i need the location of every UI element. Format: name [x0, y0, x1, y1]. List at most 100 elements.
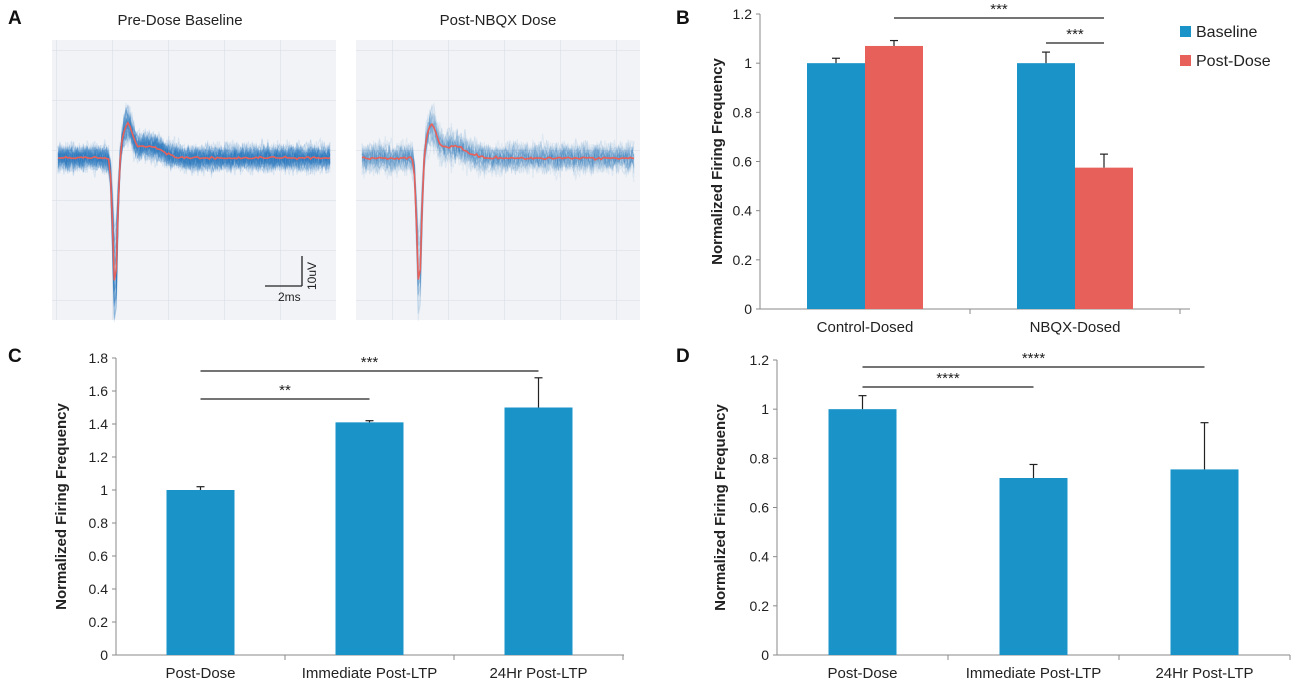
waveform-trace	[57, 120, 331, 262]
waveform-left-title: Pre-Dose Baseline	[117, 12, 242, 29]
significance-label: ***	[361, 354, 379, 371]
waveform-trace	[57, 109, 331, 291]
waveform-trace	[57, 117, 331, 254]
waveform-trace	[361, 115, 635, 261]
waveform-trace	[57, 128, 331, 279]
y-tick-label: 0	[100, 647, 108, 663]
waveform-trace	[57, 120, 331, 290]
bar	[807, 63, 865, 309]
chart-panel-b: 0 0.2 0.4 0.6 0.8 1 1.2 Normalized Firing Frequ…	[709, 1, 1271, 336]
y-tick-label: 0.4	[733, 203, 753, 219]
waveform-trace	[57, 130, 331, 250]
significance-label: ***	[990, 1, 1008, 18]
waveform-right-mean-trace	[361, 122, 635, 280]
waveform-trace	[57, 122, 331, 278]
significance-label: **	[279, 382, 291, 399]
waveform-trace	[57, 123, 331, 279]
waveform-trace	[57, 125, 331, 264]
waveform-trace	[57, 105, 331, 323]
y-tick-label: 0.4	[89, 581, 109, 597]
waveform-trace	[361, 121, 635, 265]
scale-bar-x-label: 2ms	[278, 290, 301, 304]
y-tick-label: 0.8	[750, 450, 770, 466]
waveform-trace	[361, 120, 635, 290]
y-tick-label: 0.8	[89, 515, 109, 531]
waveform-trace	[57, 117, 331, 291]
waveform-trace	[57, 112, 331, 292]
waveform-trace	[57, 113, 331, 286]
panel-letter-c: C	[8, 346, 22, 367]
waveform-left-traces	[57, 103, 331, 323]
y-tick-label: 0	[761, 647, 769, 663]
waveform-left-grid	[52, 40, 336, 320]
bar	[1075, 167, 1133, 309]
waveform-trace	[57, 132, 331, 234]
waveform-trace	[57, 125, 331, 262]
bar	[828, 409, 897, 655]
waveform-left-mean-trace	[58, 121, 331, 281]
waveform-trace	[57, 114, 331, 294]
y-axis-label: Normalized Firing Frequency	[53, 402, 70, 609]
bar	[865, 45, 923, 309]
bar	[999, 478, 1068, 655]
x-tick-label: Immediate Post-LTP	[966, 665, 1102, 682]
waveform-trace	[361, 121, 635, 274]
waveform-trace	[57, 122, 331, 266]
waveform-trace	[57, 128, 331, 256]
waveform-trace	[57, 132, 331, 242]
waveform-trace	[57, 125, 331, 254]
waveform-trace	[57, 123, 331, 266]
waveform-trace	[57, 113, 331, 303]
panel-a: Pre-Dose Baseline Post-NBQX Dose 2ms 10u…	[52, 12, 640, 323]
waveform-trace	[57, 129, 331, 229]
waveform-trace	[57, 105, 331, 315]
y-tick-label: 0.4	[750, 549, 770, 565]
y-tick-label: 1.2	[89, 449, 109, 465]
waveform-trace	[361, 129, 635, 247]
waveform-trace	[57, 131, 331, 240]
y-tick-label: 1.2	[750, 352, 770, 368]
waveform-right-grid	[356, 40, 640, 320]
waveform-trace	[57, 120, 331, 253]
waveform-trace	[361, 123, 635, 251]
waveform-trace	[361, 117, 635, 284]
waveform-trace	[57, 128, 331, 249]
waveform-trace	[361, 115, 635, 247]
y-tick-label: 0.2	[733, 252, 753, 268]
y-tick-label: 0.8	[733, 104, 753, 120]
waveform-trace	[57, 125, 331, 266]
chart-panel-d: 0 0.2 0.4 0.6 0.8 1 1.2 Normalized Firing Frequ…	[712, 350, 1291, 682]
x-tick-label: Control-Dosed	[817, 319, 914, 336]
y-tick-label: 0.2	[89, 614, 109, 630]
y-tick-label: 0.2	[750, 598, 770, 614]
waveform-trace	[57, 125, 331, 283]
y-tick-label: 1.8	[89, 350, 109, 366]
waveform-trace	[57, 104, 331, 306]
waveform-trace	[57, 117, 331, 298]
panel-letter-a: A	[8, 8, 22, 29]
scale-bar: 2ms 10uV	[265, 256, 319, 304]
legend-label: Baseline	[1196, 24, 1257, 41]
significance-label: ****	[1022, 350, 1046, 367]
waveform-trace	[361, 119, 635, 295]
waveform-trace	[57, 127, 331, 228]
legend-swatch	[1180, 55, 1191, 66]
waveform-trace	[361, 121, 635, 289]
waveform-trace	[57, 115, 331, 290]
x-tick-label: NBQX-Dosed	[1030, 319, 1121, 336]
waveform-trace	[57, 122, 331, 263]
y-tick-label: 1	[744, 55, 752, 71]
waveform-trace	[361, 108, 635, 287]
waveform-trace	[57, 129, 331, 267]
waveform-trace	[57, 124, 331, 265]
waveform-trace	[57, 114, 331, 320]
waveform-trace	[361, 116, 635, 285]
y-tick-label: 1.2	[733, 6, 753, 22]
bar	[1017, 63, 1075, 309]
waveform-trace	[57, 134, 331, 243]
significance-label: ****	[936, 370, 960, 387]
y-axis-label: Normalized Firing Frequency	[709, 57, 726, 264]
y-tick-label: 1.6	[89, 383, 109, 399]
waveform-trace	[361, 112, 635, 286]
